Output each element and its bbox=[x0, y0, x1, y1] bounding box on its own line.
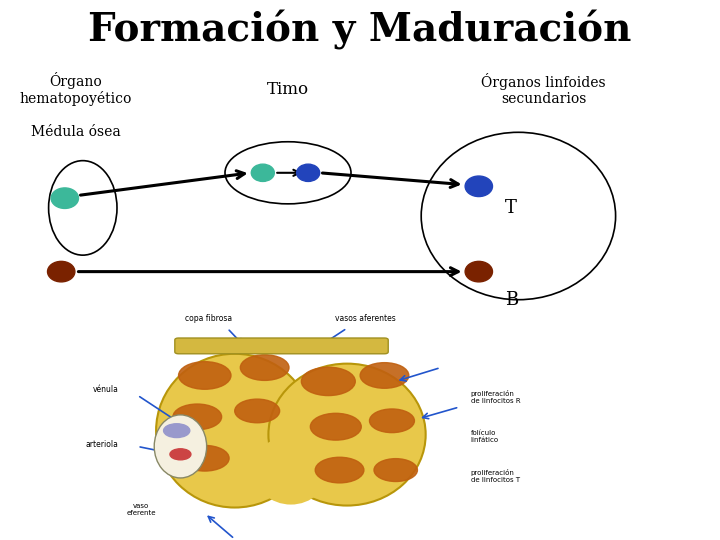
FancyBboxPatch shape bbox=[122, 332, 497, 529]
Text: folículo
linfático: folículo linfático bbox=[471, 430, 499, 443]
Text: vasos aferentes: vasos aferentes bbox=[336, 314, 396, 323]
Text: proliferación
de linfocitos T: proliferación de linfocitos T bbox=[471, 469, 520, 483]
Circle shape bbox=[251, 164, 274, 181]
Circle shape bbox=[51, 188, 78, 208]
Circle shape bbox=[465, 176, 492, 197]
Text: Órgano
hematopoyético: Órgano hematopoyético bbox=[19, 72, 132, 106]
Text: B: B bbox=[505, 291, 518, 309]
Text: copa fibrosa: copa fibrosa bbox=[185, 314, 232, 323]
Circle shape bbox=[48, 261, 75, 282]
Ellipse shape bbox=[269, 363, 426, 505]
Ellipse shape bbox=[156, 354, 313, 508]
Circle shape bbox=[173, 404, 222, 430]
Circle shape bbox=[235, 399, 279, 423]
Circle shape bbox=[179, 362, 231, 389]
Circle shape bbox=[315, 457, 364, 483]
Circle shape bbox=[374, 458, 418, 482]
Circle shape bbox=[181, 446, 229, 471]
Text: Órganos linfoides
secundarios: Órganos linfoides secundarios bbox=[481, 72, 606, 106]
Circle shape bbox=[360, 363, 409, 388]
Text: vaso
eferente: vaso eferente bbox=[127, 503, 156, 516]
Text: proliferación
de linfocitos R: proliferación de linfocitos R bbox=[471, 390, 521, 404]
Circle shape bbox=[240, 355, 289, 380]
Ellipse shape bbox=[154, 415, 207, 478]
Ellipse shape bbox=[253, 436, 328, 504]
Text: Formación y Maduración: Formación y Maduración bbox=[89, 10, 631, 50]
Text: Médula ósea: Médula ósea bbox=[31, 125, 120, 139]
Text: arteriola: arteriola bbox=[86, 440, 119, 449]
Circle shape bbox=[369, 409, 415, 433]
Circle shape bbox=[163, 424, 190, 437]
Circle shape bbox=[170, 449, 191, 460]
FancyBboxPatch shape bbox=[175, 338, 388, 354]
Circle shape bbox=[465, 261, 492, 282]
Circle shape bbox=[310, 413, 361, 440]
Text: T: T bbox=[505, 199, 517, 217]
Circle shape bbox=[297, 164, 320, 181]
Text: Timo: Timo bbox=[267, 80, 309, 98]
Circle shape bbox=[302, 367, 355, 396]
Text: vénula: vénula bbox=[93, 385, 119, 394]
